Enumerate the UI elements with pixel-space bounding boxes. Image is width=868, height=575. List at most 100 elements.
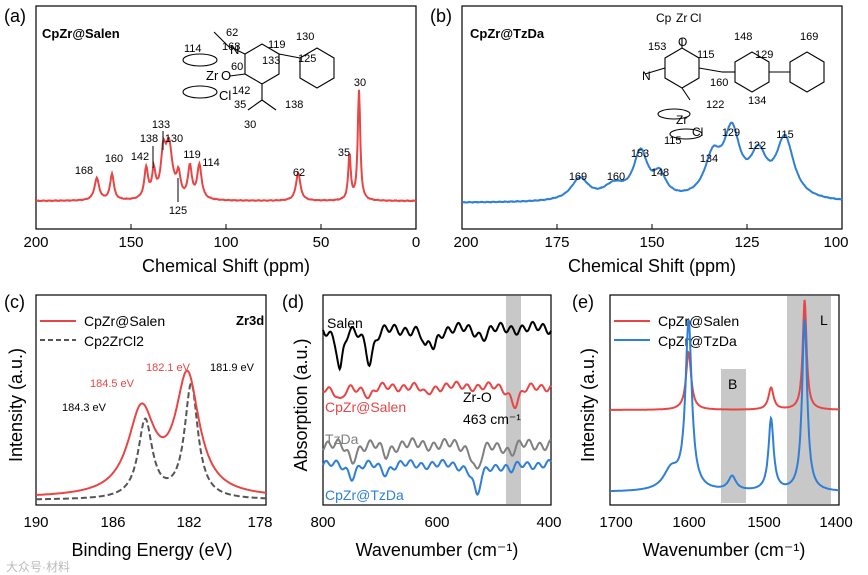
mol-label: 115 — [664, 135, 682, 147]
peak-label: 129 — [722, 127, 740, 139]
peak-label: 133 — [152, 119, 170, 131]
trace-label-cpzr-salen: CpZr@Salen — [325, 399, 406, 415]
peak-label: 153 — [631, 148, 649, 160]
mol-label: 62 — [226, 27, 238, 39]
zr-o-value: 463 cm⁻¹ — [463, 411, 521, 427]
panel-a-label: (a) — [4, 6, 26, 26]
panel-c-tag: Zr3d — [236, 313, 264, 328]
panel-b-xtick: 175 — [544, 234, 569, 251]
panel-c-xtick: 186 — [100, 514, 125, 531]
peak-label: 125 — [169, 205, 187, 217]
mol-label: Cp — [656, 11, 672, 25]
panel-e-xtick: 1500 — [747, 514, 780, 531]
panel-e-spectrum-salen — [610, 299, 839, 411]
peak-label: 30 — [354, 77, 366, 89]
peak-label: 35 — [338, 147, 350, 159]
panel-b-xtick: 125 — [734, 234, 759, 251]
mol-label: Cl — [219, 88, 231, 103]
mol-label: 142 — [232, 85, 250, 97]
peak-label: 160 — [607, 171, 625, 183]
panel-a-arrows — [152, 131, 179, 202]
mol-label: N — [642, 69, 651, 83]
mol-label: 148 — [734, 31, 752, 43]
mol-label: 153 — [648, 41, 666, 53]
panel-a-xtick: 200 — [23, 234, 48, 251]
panel-e-xtick: 1700 — [599, 514, 632, 531]
peak-label: 134 — [700, 153, 718, 165]
peak-label: 160 — [105, 153, 123, 165]
panel-a-peak-labels: 168 160 142 138 133 130 125 119 114 62 3… — [75, 77, 366, 217]
panel-d-spectrum-cpzr-tzda — [322, 458, 552, 497]
panel-a-title: CpZr@Salen — [42, 26, 120, 41]
panel-e-ylabel: Intensity (a.u.) — [578, 348, 598, 462]
mol-label: Zr — [206, 68, 219, 83]
panel-e-label: (e) — [572, 292, 594, 312]
panel-e-xtick: 1400 — [819, 514, 852, 531]
panel-c-xtick: 182 — [176, 514, 201, 531]
peak-label-red: 184.5 eV — [90, 378, 135, 390]
panel-b-title: CpZr@TzDa — [470, 26, 545, 41]
peak-label: 130 — [165, 133, 183, 145]
panel-d-xtick: 600 — [424, 514, 449, 531]
panel-a-xtick: 0 — [412, 234, 420, 251]
tzda-molecule-labels: Cp Zr Cl 153 115 148 129 169 160 122 134… — [642, 11, 818, 147]
panel-a-xtick: 100 — [213, 234, 238, 251]
mol-label: Cl — [692, 125, 703, 139]
peak-label: 62 — [293, 167, 305, 179]
panel-a-xtick: 50 — [313, 234, 330, 251]
watermark: 大众号·材料 — [6, 560, 70, 574]
panel-d-xlabel: Wavenumber (cm⁻¹) — [356, 540, 519, 560]
peak-label: 181.9 eV — [210, 362, 255, 374]
legend-tzda: CpZr@TzDa — [658, 333, 737, 349]
mol-label: 35 — [234, 99, 246, 111]
panel-a-ticks — [35, 224, 417, 229]
panel-d-label: (d) — [282, 292, 304, 312]
legend-salen: CpZr@Salen — [84, 313, 165, 329]
tzda-molecule — [644, 38, 825, 140]
panel-b-peak-labels: 169 160 153 148 134 129 122 115 — [569, 127, 794, 183]
panel-b-xtick: 100 — [823, 234, 848, 251]
panel-a-spectrum — [35, 89, 417, 203]
panel-d-spectrum-cpzr-salen — [322, 380, 552, 410]
peak-label: 115 — [776, 129, 794, 141]
peak-label: 138 — [140, 133, 158, 145]
mol-label: 168 — [222, 41, 240, 53]
mol-label: Zr — [676, 113, 687, 127]
salen-molecule — [182, 31, 335, 111]
mol-label: 115 — [697, 49, 715, 61]
band-l-label: L — [820, 312, 828, 328]
mol-label: 129 — [755, 49, 773, 61]
mol-label: 134 — [748, 95, 766, 107]
panel-c-xlabel: Binding Energy (eV) — [71, 540, 232, 560]
panel-b-label: (b) — [430, 6, 452, 26]
panel-c-frame — [35, 294, 267, 506]
panel-d-xtick: 800 — [310, 514, 335, 531]
mol-label: 122 — [706, 99, 724, 111]
mol-label: 60 — [231, 61, 243, 73]
panel-a-xlabel: Chemical Shift (ppm) — [142, 256, 310, 276]
band-l — [787, 296, 831, 504]
mol-label: 30 — [244, 119, 256, 131]
mol-label: 130 — [296, 31, 314, 43]
mol-label: 169 — [800, 31, 818, 43]
mol-label: Cl — [690, 11, 701, 25]
salen-molecule-labels: 62 168 119 130 133 125 114 60 142 35 138… — [184, 27, 316, 131]
zr-o-label: Zr-O — [463, 389, 492, 405]
mol-label: 114 — [184, 43, 202, 55]
panel-b-ticks — [461, 224, 843, 229]
panel-b-xtick: 150 — [639, 234, 664, 251]
panel-d-xtick: 400 — [536, 514, 561, 531]
mol-label: 125 — [298, 53, 316, 65]
peak-label: 169 — [569, 171, 587, 183]
band-b — [721, 369, 746, 503]
mol-label: O — [221, 68, 231, 83]
panel-d-spectrum-tzda — [322, 437, 552, 470]
peak-label: 114 — [202, 157, 220, 169]
panel-c-spectrum-salen — [36, 369, 267, 496]
panel-c-xtick: 190 — [23, 514, 48, 531]
legend-salen: CpZr@Salen — [658, 313, 739, 329]
mol-label: 138 — [285, 99, 303, 111]
peak-label-red: 182.1 eV — [146, 362, 191, 374]
mol-label: 119 — [268, 39, 286, 51]
peak-label: 184.3 eV — [62, 402, 107, 414]
